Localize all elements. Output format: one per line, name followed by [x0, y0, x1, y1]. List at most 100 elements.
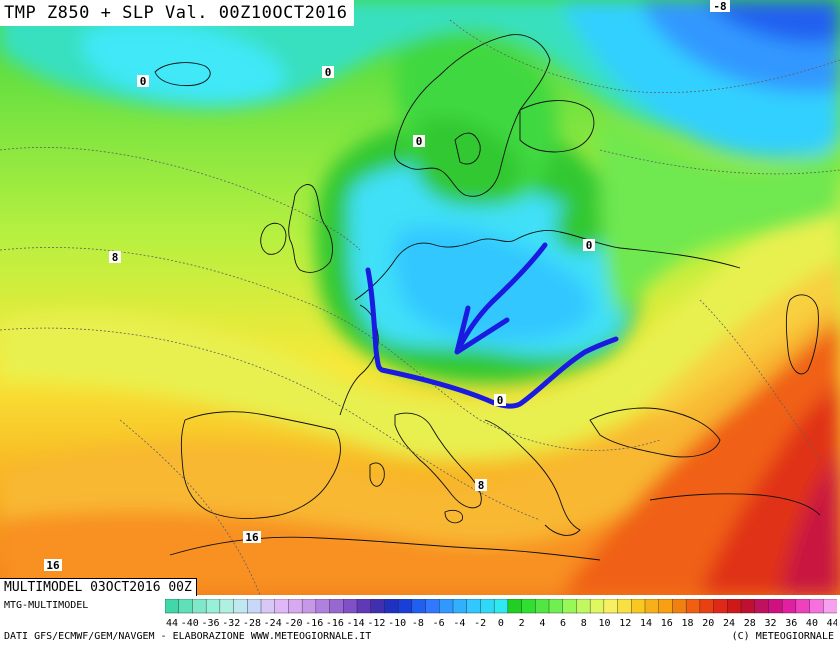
contour-label: 8: [478, 479, 485, 492]
scale-swatch: [397, 599, 413, 614]
arrow-shaft: [455, 242, 548, 353]
scale-tick-label: -44: [165, 618, 178, 629]
scale-swatch: [672, 599, 687, 614]
scale-swatch: [576, 599, 591, 614]
scale-tick-label: -2: [474, 618, 486, 629]
scale-tick-label: -10: [388, 618, 406, 629]
scale-tick-label: 12: [619, 618, 631, 629]
scale-swatch: [713, 599, 728, 614]
scale-swatch: [754, 599, 770, 614]
scale-tick-label: -16: [326, 618, 344, 629]
run-label: MULTIMODEL 03OCT2016 00Z: [0, 578, 197, 597]
scale-swatch: [809, 599, 824, 614]
scale-tick-label: 8: [581, 618, 587, 629]
scale-tick-label: 16: [661, 618, 673, 629]
contour-label: 16: [46, 559, 60, 572]
scale-swatch: [205, 599, 221, 614]
scale-tick-label: 10: [599, 618, 611, 629]
arrow-head: [454, 305, 510, 355]
scale-tick-label: -24: [264, 618, 282, 629]
contour-label: 0: [497, 394, 504, 407]
scale-swatch: [192, 599, 207, 614]
scale-swatch: [795, 599, 811, 614]
scale-swatch: [384, 599, 399, 614]
scale-swatch: [165, 599, 180, 614]
scale-swatch: [411, 599, 427, 614]
model-label: MTG-MULTIMODEL: [4, 600, 89, 611]
scale-tick-label: -32: [222, 618, 240, 629]
scale-swatch: [535, 599, 550, 614]
scale-swatch: [781, 599, 797, 614]
scale-tick-label: -4: [453, 618, 465, 629]
scale-swatch: [466, 599, 482, 614]
scale-swatch: [480, 599, 495, 614]
scale-tick-label: 28: [744, 618, 756, 629]
scale-swatch: [823, 599, 837, 614]
scale-tick-label: 36: [785, 618, 797, 629]
scale-swatch: [370, 599, 386, 614]
scale-tick-label: 4: [539, 618, 545, 629]
scale-tick-label: -36: [201, 618, 219, 629]
scale-swatch: [260, 599, 276, 614]
scale-swatch: [233, 599, 248, 614]
scale-swatch: [507, 599, 523, 614]
contour-label: 0: [140, 75, 147, 88]
scale-swatch: [452, 599, 468, 614]
color-scale: -44-40-36-32-28-24-20-16-16-14-12-10-8-6…: [165, 599, 837, 629]
scale-swatch: [768, 599, 783, 614]
scale-tick-label: -16: [305, 618, 323, 629]
scale-swatch: [562, 599, 578, 614]
scale-tick-label: 14: [640, 618, 652, 629]
scale-tick-label: -12: [367, 618, 385, 629]
scale-swatch: [521, 599, 536, 614]
scale-swatch: [439, 599, 454, 614]
scale-swatch: [644, 599, 660, 614]
scale-tick-label: -6: [433, 618, 445, 629]
scale-swatch: [685, 599, 701, 614]
contour-label: 8: [112, 251, 119, 264]
contour-label: 0: [325, 66, 332, 79]
scale-swatch: [315, 599, 331, 614]
scale-swatch: [617, 599, 632, 614]
scale-tick-label: -40: [181, 618, 199, 629]
scale-tick-label: 20: [702, 618, 714, 629]
contour-label: -8: [713, 0, 726, 13]
scale-tick-label: 44: [827, 618, 837, 629]
scale-swatch: [288, 599, 303, 614]
copyright: (C) METEOGIORNALE: [731, 631, 834, 642]
scale-tick-label: 40: [806, 618, 818, 629]
scale-tick-label: 18: [681, 618, 693, 629]
scale-swatch: [343, 599, 358, 614]
scale-swatch: [219, 599, 235, 614]
scale-tick-label: 2: [519, 618, 525, 629]
scale-tick-label: -14: [347, 618, 365, 629]
contour-label: 16: [245, 531, 259, 544]
isobars: [0, 19, 840, 595]
map-title: TMP Z850 + SLP Val. 00Z10OCT2016: [0, 0, 354, 26]
scale-swatch: [740, 599, 756, 614]
scale-tick-label: -8: [412, 618, 424, 629]
data-source: DATI GFS/ECMWF/GEM/NAVGEM - ELABORAZIONE…: [4, 631, 372, 642]
scale-swatch: [247, 599, 262, 614]
footer: MTG-MULTIMODEL -44-40-36-32-28-24-20-16-…: [0, 596, 840, 648]
contour-label: 0: [586, 239, 593, 252]
scale-swatch: [699, 599, 715, 614]
scale-tick-label: -20: [284, 618, 302, 629]
scale-swatch: [356, 599, 372, 614]
scale-swatch: [493, 599, 509, 614]
scale-swatch: [631, 599, 646, 614]
scale-swatch: [548, 599, 564, 614]
scale-tick-label: 0: [498, 618, 504, 629]
scale-tick-label: -28: [243, 618, 261, 629]
scale-swatch: [425, 599, 440, 614]
scale-tick-label: 6: [560, 618, 566, 629]
scale-swatch: [274, 599, 290, 614]
scale-swatch: [178, 599, 194, 614]
temperature-map: -8 0 0 0 0 8 0 8 16 16: [0, 0, 840, 595]
scale-swatch: [603, 599, 619, 614]
contour-labels: -8 0 0 0 0 8 0 8 16 16: [44, 0, 730, 572]
scale-swatch: [727, 599, 742, 614]
trough-annotation: [365, 242, 619, 409]
scale-tick-label: 24: [723, 618, 735, 629]
scale-swatch: [329, 599, 344, 614]
